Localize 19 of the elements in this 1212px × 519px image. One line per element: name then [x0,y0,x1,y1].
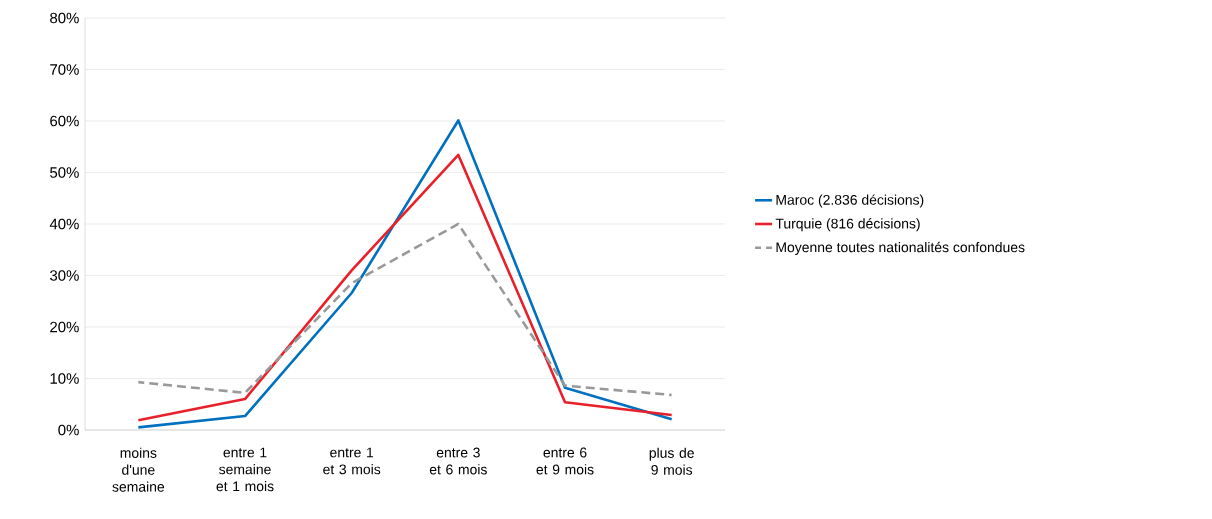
y-tick-label: 80% [50,12,79,24]
x-tick-label: entre 3 et 6 mois [429,447,487,475]
legend-label: Maroc (2.836 décisions) [776,194,924,208]
x-tick-label: plus de 9 mois [649,447,694,475]
y-tick-label: 50% [50,167,79,178]
y-tick-label: 40% [49,218,79,230]
x-tick-label: entre 1 semaine et 1 mois [216,447,274,492]
legend-label: Turquie (816 décisions) [775,218,920,232]
legend-label: Moyenne toutes nationalités confondues [776,241,1025,255]
y-tick-label: 30% [50,270,79,281]
y-tick-label: 10% [50,373,79,384]
y-tick-label: 20% [50,321,79,333]
x-tick-label: entre 6 et 9 mois [536,447,594,475]
x-tick-label: moins d'une semaine [112,447,165,492]
y-tick-label: 0% [58,424,79,436]
y-tick-label: 60% [50,115,79,127]
x-tick-label: entre 1 et 3 mois [323,447,381,475]
line-series [137,222,673,397]
y-tick-label: 70% [50,64,79,75]
